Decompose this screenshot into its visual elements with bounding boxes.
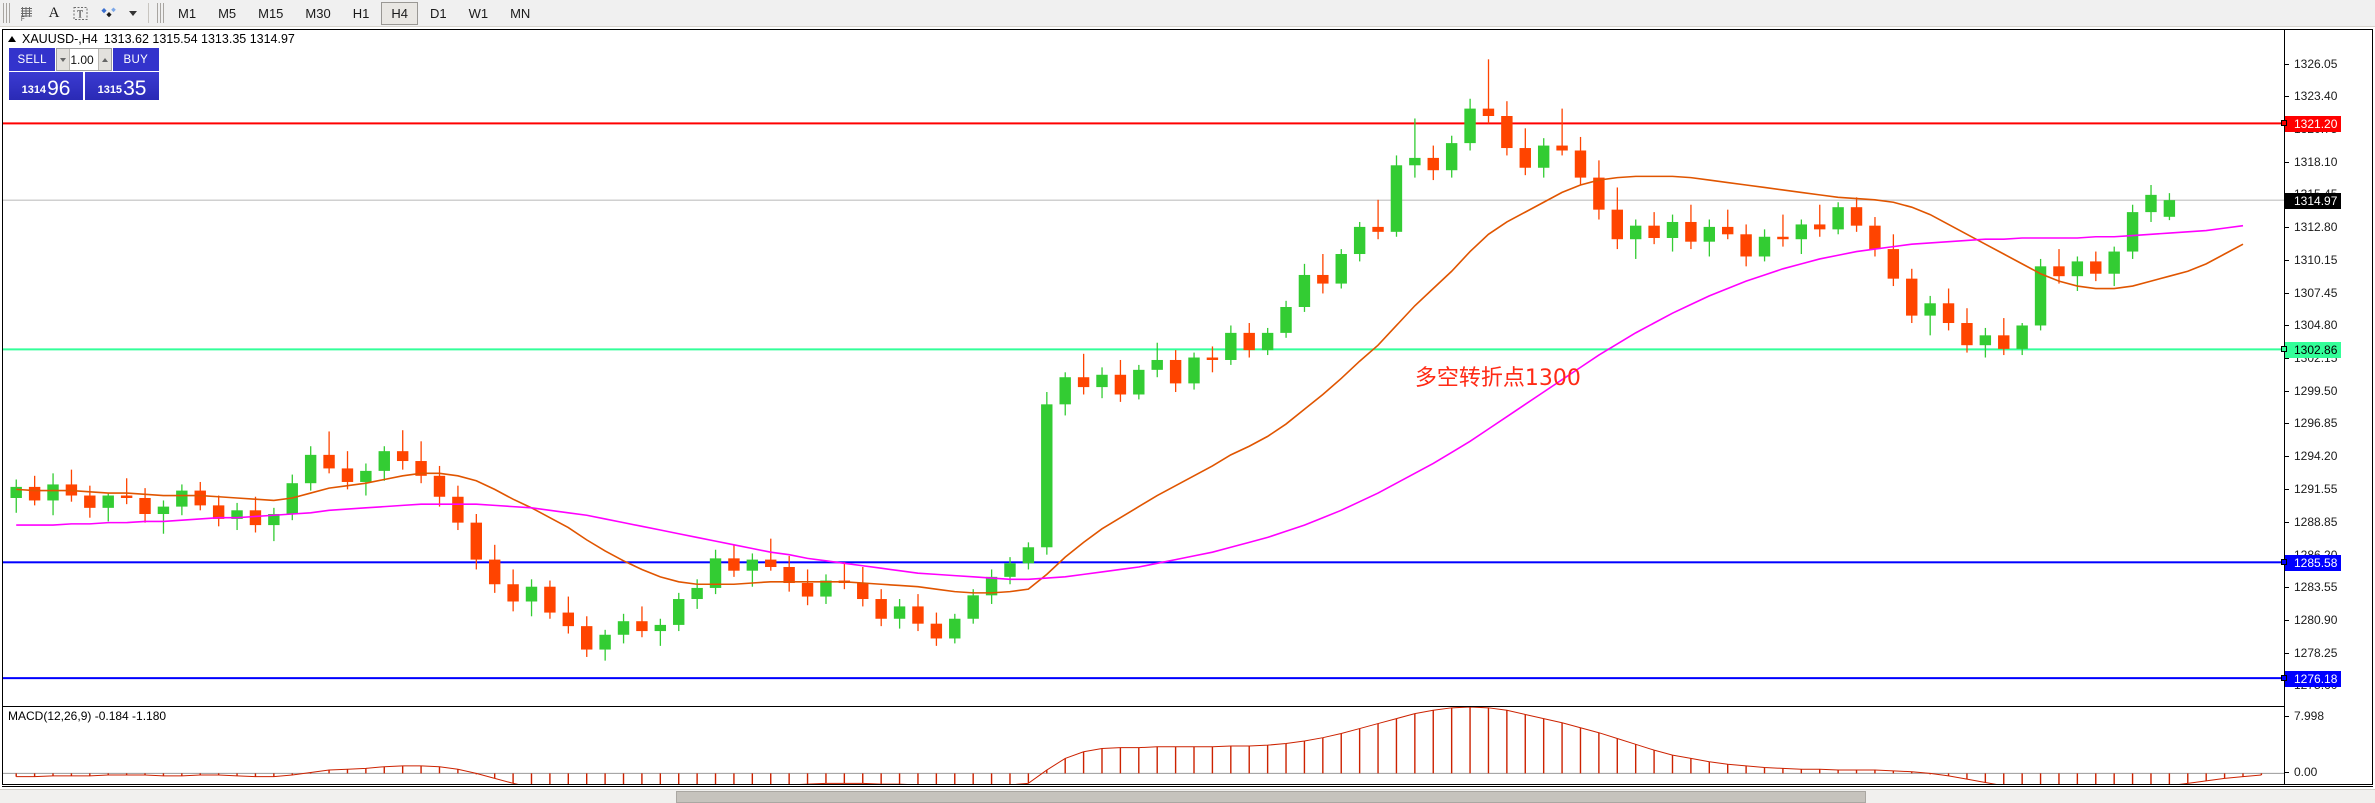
price-tick: 1310.15 (2285, 253, 2337, 267)
macd-legend-label: MACD(12,26,9) -0.184 -1.180 (8, 709, 167, 723)
timeframe-button-w1[interactable]: W1 (468, 5, 489, 21)
macd-pane[interactable]: MACD(12,26,9) -0.184 -1.180 (3, 706, 2284, 784)
price-level-label-green: 1302.86 (2281, 342, 2342, 359)
horizontal-scrollbar[interactable] (0, 789, 2375, 803)
bid-price-integer: 1314 (21, 84, 47, 96)
ask-price-integer: 1315 (97, 84, 123, 96)
price-level-handle[interactable] (2281, 346, 2287, 353)
price-tick: 1294.20 (2285, 450, 2337, 463)
price-tick: 1291.55 (2285, 482, 2337, 496)
price-level-label-black: 1314.97 (2285, 193, 2342, 210)
timeframe-button-m15[interactable]: M15 (258, 5, 284, 21)
macd-tick: 0.00 (2285, 766, 2317, 779)
macd-canvas (3, 707, 2284, 784)
candlestick-canvas (3, 59, 2284, 680)
ask-price-decimals: 35 (123, 77, 147, 100)
main-toolbar: F A T M1 M5 M15 M30 H1 H4 D1 W1 MN (0, 0, 2375, 27)
svg-text:T: T (77, 9, 83, 20)
timeframe-button-h4[interactable]: H4 (381, 1, 418, 25)
volume-input[interactable]: 1.00 (70, 52, 94, 67)
toolbar-grip[interactable] (3, 3, 12, 23)
chart-ohlc-label: 1313.62 1315.54 1313.35 1314.97 (103, 31, 295, 46)
plot-area[interactable]: 多空转折点1300 MACD(12,26,9) -0.184 -1.180 (3, 47, 2284, 784)
price-tick: 1296.85 (2285, 417, 2337, 430)
price-level-label-blue: 1285.58 (2281, 555, 2342, 572)
trade-panel-controls: SELL 1.00 BUY (9, 48, 159, 71)
volume-increment-button[interactable] (97, 49, 111, 70)
price-tick: 1280.90 (2285, 613, 2337, 627)
objects-dropdown-icon[interactable] (123, 1, 143, 25)
svg-text:F: F (21, 17, 25, 21)
buy-button[interactable]: BUY (112, 48, 159, 71)
price-tick: 1299.50 (2285, 384, 2337, 398)
text-label-icon[interactable]: T (67, 1, 94, 25)
price-tick: 1312.80 (2285, 220, 2337, 234)
price-tick: 1326.05 (2285, 57, 2337, 71)
caret-down-icon (60, 57, 67, 62)
timeframe-button-m30[interactable]: M30 (305, 5, 331, 21)
bid-price-decimals: 96 (47, 77, 71, 100)
timeframe-toolbar-grip[interactable] (157, 3, 166, 23)
bid-price-display[interactable]: 1314 96 (9, 72, 83, 100)
timeframe-button-h1[interactable]: H1 (352, 5, 370, 21)
price-tick: 1304.80 (2285, 319, 2337, 332)
chart-window[interactable]: XAUUSD-,H4 1313.62 1315.54 1313.35 1314.… (2, 29, 2373, 785)
chart-annotation-text: 多空转折点1300 (1414, 365, 1581, 391)
toolbar-separator (148, 3, 149, 23)
trade-panel-quotes: 1314 96 1315 35 (9, 72, 159, 100)
grid-icon[interactable]: F (14, 1, 41, 25)
timeframe-button-mn[interactable]: MN (510, 5, 531, 21)
volume-decrement-button[interactable] (57, 49, 71, 70)
price-tick: 1283.55 (2285, 581, 2337, 594)
collapse-triangle-icon[interactable] (8, 35, 16, 42)
caret-up-icon (101, 57, 108, 62)
ask-price-display[interactable]: 1315 35 (85, 72, 159, 100)
timeframe-button-m5[interactable]: M5 (218, 5, 237, 21)
price-pane[interactable]: 多空转折点1300 (3, 47, 2284, 705)
one-click-trade-panel[interactable]: SELL 1.00 BUY 1314 96 1315 35 (9, 48, 159, 100)
timeframe-button-m1[interactable]: M1 (178, 5, 197, 21)
price-level-label-blue: 1276.18 (2281, 671, 2342, 688)
chart-symbol-label: XAUUSD-,H4 (22, 31, 98, 46)
price-level-handle[interactable] (2281, 559, 2287, 566)
timeframe-button-d1[interactable]: D1 (429, 5, 447, 21)
price-tick: 1288.85 (2285, 516, 2337, 529)
chevron-down-icon (129, 10, 137, 16)
objects-icon[interactable] (94, 1, 123, 25)
price-level-handle[interactable] (2281, 675, 2287, 682)
price-tick: 1323.40 (2285, 90, 2337, 103)
price-level-handle[interactable] (2281, 120, 2287, 127)
price-scale[interactable]: 1326.051323.401320.751318.101315.451312.… (2281, 30, 2372, 784)
chart-symbol-header: XAUUSD-,H4 1313.62 1315.54 1313.35 1314.… (3, 30, 2372, 47)
price-tick: 1307.45 (2285, 286, 2337, 300)
price-tick: 1278.25 (2285, 646, 2337, 660)
macd-tick: 7.998 (2285, 710, 2324, 723)
volume-stepper[interactable]: 1.00 (56, 48, 112, 71)
timeframe-group: M1 M5 M15 M30 H1 H4 D1 W1 MN (168, 1, 540, 25)
price-tick: 1318.10 (2285, 155, 2337, 169)
price-level-label-red: 1321.20 (2281, 116, 2342, 133)
scrollbar-thumb[interactable] (676, 791, 1866, 803)
font-icon[interactable]: A (48, 4, 60, 21)
sell-button[interactable]: SELL (9, 48, 56, 71)
